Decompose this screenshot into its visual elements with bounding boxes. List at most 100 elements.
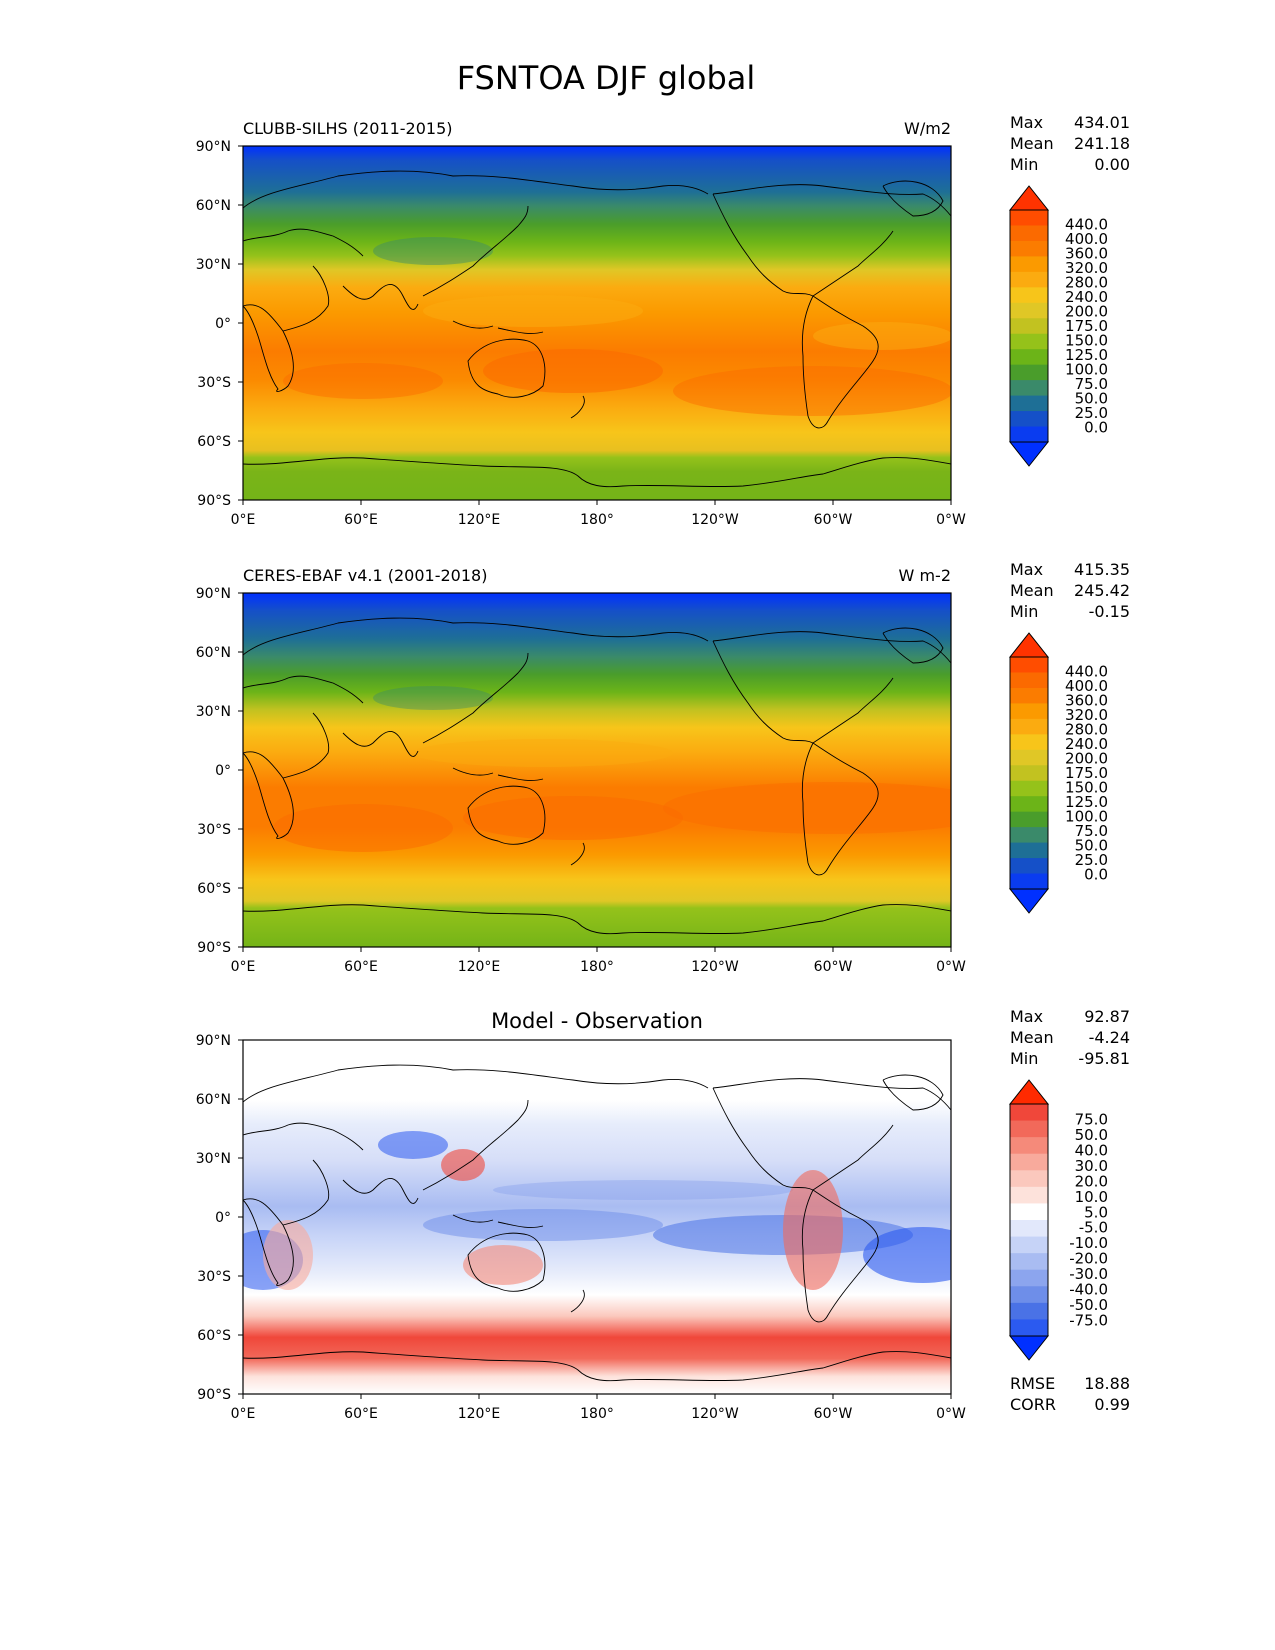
lon-tick-label: 180°	[580, 512, 614, 528]
colorbar-segment	[1010, 672, 1048, 689]
lat-tick-label: 0°	[215, 1210, 231, 1226]
colorbar-label: 125.0	[1065, 793, 1108, 811]
lon-tick-label: 60°E	[344, 512, 378, 528]
colorbar-label: 280.0	[1065, 721, 1108, 739]
lat-tick-label: 90°N	[196, 139, 231, 155]
stats-panel-2: Max 415.35 Mean 245.42 Min -0.15	[1010, 560, 1130, 621]
colorbar-label: 150.0	[1065, 332, 1108, 350]
colorbar-label: 360.0	[1065, 692, 1108, 710]
panel-title-left: CLUBB-SILHS (2011-2015)	[243, 119, 452, 138]
colorbar-segment	[1010, 364, 1048, 381]
figure-title: FSNTOA DJF global	[457, 59, 756, 97]
stat-min-label: Min	[1010, 602, 1038, 621]
lon-tick-label: 60°W	[814, 1406, 853, 1422]
colorbar-segment	[1010, 349, 1048, 366]
colorbar-label: 30.0	[1075, 1157, 1108, 1175]
colorbar-label: 50.0	[1075, 390, 1108, 408]
lat-tick-label: 0°	[215, 316, 231, 332]
colorbar-segment	[1010, 657, 1048, 673]
lon-tick-label: 60°W	[814, 512, 853, 528]
colorbar-panel-1: 440.0400.0360.0320.0280.0240.0200.0175.0…	[1008, 185, 1108, 467]
colorbar-segment	[1010, 1220, 1048, 1238]
stat-mean-value: -4.24	[1089, 1028, 1130, 1047]
stat-max-label: Max	[1010, 560, 1043, 579]
colorbar-label: 200.0	[1065, 303, 1108, 321]
lat-tick-label: 30°N	[196, 257, 231, 273]
colorbar-label: 400.0	[1065, 230, 1108, 248]
stat-mean-value: 245.42	[1074, 581, 1130, 600]
colorbar-label: 200.0	[1065, 750, 1108, 768]
lon-tick-label: 180°	[580, 1406, 614, 1422]
colorbar-label: 75.0	[1075, 375, 1108, 393]
axes-panel-1: 90°N 60°N 30°N 0° 30°S 60°S 90°S0°E 60°E 120°E 18…	[196, 139, 966, 528]
colorbar-segment	[1010, 858, 1048, 875]
colorbar-segment	[1010, 765, 1048, 782]
colorbar-segment	[1010, 1153, 1048, 1171]
rmse-value: 18.88	[1084, 1374, 1130, 1393]
stat-max-value: 92.87	[1084, 1007, 1130, 1026]
colorbar-segment	[1010, 718, 1048, 735]
colorbar-label: 100.0	[1065, 808, 1108, 826]
colorbar-segment	[1010, 395, 1048, 412]
colorbar-segment	[1010, 703, 1048, 720]
colorbar-label: 50.0	[1075, 837, 1108, 855]
colorbar-segment	[1010, 210, 1048, 226]
colorbar-segment	[1010, 780, 1048, 797]
colorbar-segment	[1010, 734, 1048, 751]
colorbar-panel-2: 440.0400.0360.0320.0280.0240.0200.0175.0…	[1008, 632, 1108, 914]
stats-panel-1: Max 434.01 Mean 241.18 Min 0.00	[1010, 113, 1130, 174]
colorbar-segment	[1010, 302, 1048, 319]
colorbar-extend-min	[1008, 441, 1050, 467]
lon-tick-label: 120°E	[458, 1406, 501, 1422]
colorbar-label: 175.0	[1065, 317, 1108, 335]
lon-tick-label: 0°W	[936, 959, 966, 975]
lat-tick-label: 30°S	[197, 375, 231, 391]
lon-tick-label: 120°W	[691, 959, 739, 975]
lon-tick-label: 60°E	[344, 1406, 378, 1422]
colorbar-segment	[1010, 842, 1048, 859]
colorbar-segment	[1010, 873, 1048, 890]
lon-tick-label: 0°E	[231, 1406, 256, 1422]
colorbar-segment	[1010, 1302, 1048, 1320]
stat-min-label: Min	[1010, 155, 1038, 174]
map-field	[243, 593, 951, 947]
colorbar-label: 0.0	[1084, 866, 1108, 884]
colorbar-label: 10.0	[1075, 1188, 1108, 1206]
lat-tick-label: 90°S	[197, 940, 231, 956]
colorbar-label: 175.0	[1065, 764, 1108, 782]
colorbar-panel-3: 75.050.040.030.020.010.05.0-5.0-10.0-20.…	[1008, 1079, 1108, 1361]
colorbar-segment	[1010, 1137, 1048, 1155]
colorbar-segment	[1010, 1319, 1048, 1337]
stat-max-label: Max	[1010, 113, 1043, 132]
colorbar-segment	[1010, 749, 1048, 766]
stats-panel-3: Max 92.87 Mean -4.24 Min -95.81	[1010, 1007, 1130, 1068]
map-field	[243, 1040, 951, 1394]
colorbar-label: 125.0	[1065, 346, 1108, 364]
colorbar-label: -10.0	[1069, 1234, 1108, 1252]
axes-panel-2: 90°N 60°N 30°N 0° 30°S 60°S 90°S0°E 60°E 120°E 18…	[196, 586, 966, 975]
lat-tick-label: 60°N	[196, 198, 231, 214]
colorbar-segment	[1010, 256, 1048, 273]
colorbar-label: -50.0	[1069, 1296, 1108, 1314]
colorbar-frame	[1009, 209, 1049, 443]
colorbar-segment	[1010, 1120, 1048, 1138]
colorbar-extend-min	[1008, 888, 1050, 914]
colorbar-label: 240.0	[1065, 288, 1108, 306]
colorbar-label: 440.0	[1065, 216, 1108, 234]
colorbar-segment	[1010, 1286, 1048, 1304]
colorbar-segment	[1010, 271, 1048, 288]
colorbar-label: -20.0	[1069, 1250, 1108, 1268]
lat-tick-label: 90°N	[196, 586, 231, 602]
colorbar-label: 360.0	[1065, 245, 1108, 263]
lat-tick-label: 30°N	[196, 1151, 231, 1167]
lon-tick-label: 0°E	[231, 959, 256, 975]
colorbar-label: 20.0	[1075, 1172, 1108, 1190]
colorbar-extend-max	[1008, 1079, 1050, 1105]
corr-label: CORR	[1010, 1395, 1056, 1414]
colorbar-segment	[1010, 796, 1048, 813]
lat-tick-label: 90°S	[197, 493, 231, 509]
colorbar-label: 5.0	[1084, 1203, 1108, 1221]
colorbar-segment	[1010, 811, 1048, 828]
colorbar-segment	[1010, 240, 1048, 257]
colorbar-label: -5.0	[1079, 1219, 1108, 1237]
